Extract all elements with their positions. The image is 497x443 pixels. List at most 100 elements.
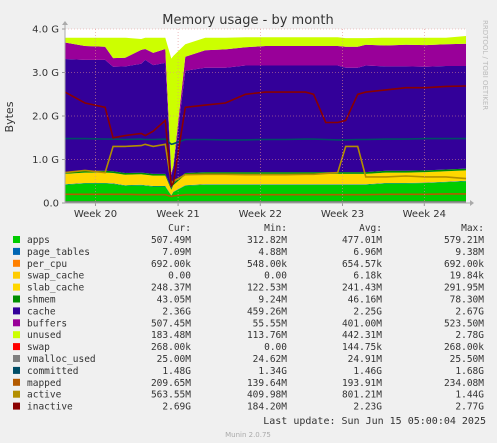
legend-label: slab_cache [27, 283, 84, 294]
legend-value: 183.48M [151, 330, 191, 341]
legend-value: 692.00k [151, 259, 191, 270]
legend-value: 55.55M [253, 318, 288, 329]
legend-value: 401.00M [342, 318, 382, 329]
legend-label: per_cpu [27, 259, 67, 270]
legend-value: 7.09M [162, 247, 191, 258]
legend-value: 409.98M [247, 390, 287, 401]
legend-value: 291.95M [444, 283, 484, 294]
legend-swatch [13, 319, 20, 327]
chart-title: Memory usage - by month [162, 13, 333, 28]
legend-swatch [13, 271, 20, 279]
area-apps [65, 181, 466, 203]
legend-value: 184.20M [247, 402, 287, 413]
legend-value: 1.44G [455, 390, 484, 401]
legend-value: 0.00 [168, 271, 191, 282]
legend-value: 46.16M [348, 295, 383, 306]
legend-value: 43.05M [157, 295, 192, 306]
legend-label: inactive [27, 402, 73, 413]
legend-value: 563.55M [151, 390, 191, 401]
legend-value: 548.00k [247, 259, 287, 270]
stacked-areas [65, 36, 466, 203]
legend-swatch [13, 355, 20, 362]
legend-value: 9.24M [258, 295, 287, 306]
legend-value: 477.01M [342, 235, 382, 246]
legend-label: vmalloc_used [27, 354, 96, 365]
y-axis-label: Bytes [3, 101, 16, 132]
legend-value: 209.65M [151, 378, 191, 389]
x-tick-label: Week 23 [321, 209, 364, 220]
series-lines [64, 85, 467, 203]
legend-swatch [13, 343, 20, 351]
legend-value: 654.57k [342, 259, 382, 270]
legend-value: 144.75k [342, 342, 382, 353]
legend-swatch [13, 366, 20, 374]
legend-swatch [13, 331, 20, 339]
legend-value: 523.50M [444, 318, 484, 329]
legend-value: 25.50M [450, 354, 485, 365]
legend-label: mapped [27, 378, 61, 389]
area-shmem [65, 168, 466, 190]
legend-value: 241.43M [342, 283, 382, 294]
line-mapped [65, 193, 466, 198]
legend-swatch [13, 402, 20, 410]
legend-value: 1.46G [353, 366, 382, 377]
legend-value: 6.18k [353, 271, 382, 282]
x-tick-label: Week 20 [74, 209, 117, 220]
legend-value: 19.84k [450, 271, 485, 282]
legend-value: 4.88M [258, 247, 287, 258]
legend-swatch [13, 378, 20, 386]
legend-value: 579.21M [444, 235, 484, 246]
legend-value: 2.67G [455, 306, 484, 317]
legend-header: Min: [264, 223, 287, 234]
line-inactive [64, 85, 467, 188]
munin-version: Munin 2.0.75 [225, 431, 271, 439]
legend-value: 25.00M [157, 354, 192, 365]
x-axis: Week 20 Week 21 Week 22 Week 23 Week 24 [74, 203, 446, 220]
legend-value: 1.68G [455, 366, 484, 377]
legend-value: 2.69G [162, 402, 191, 413]
legend-label: swap_cache [27, 271, 84, 282]
axes-lines [62, 21, 474, 206]
legend-value: 1.34G [258, 366, 287, 377]
line-committed [65, 137, 466, 146]
legend-label: shmem [27, 295, 56, 306]
legend-value: 139.64M [247, 378, 287, 389]
y-tick-label: 2.0 G [32, 112, 59, 123]
legend-value: 78.30M [450, 295, 485, 306]
legend-header: Avg: [359, 223, 382, 234]
legend-value: 9.38M [455, 247, 484, 258]
legend-swatch [13, 283, 20, 291]
legend-label: page_tables [27, 247, 90, 258]
legend-value: 2.77G [455, 402, 484, 413]
y-axis: 0.0 1.0 G 2.0 G 3.0 G 4.0 G [32, 25, 65, 210]
legend-value: 24.91M [348, 354, 383, 365]
y-tick-label: 3.0 G [32, 68, 59, 79]
y-tick-label: 1.0 G [32, 155, 59, 166]
legend-value: 248.37M [151, 283, 191, 294]
legend-swatch [13, 307, 20, 315]
x-tick-label: Week 24 [403, 209, 446, 220]
x-tick-label: Week 21 [156, 209, 199, 220]
legend-swatch [13, 390, 20, 398]
legend-swatch [13, 295, 20, 303]
y-tick-label: 4.0 G [32, 25, 59, 36]
legend: Cur: Min: Avg: Max: apps 507.49M 312.82M 477.01… [13, 223, 484, 413]
legend-value: 442.31M [342, 330, 382, 341]
x-tick-label: Week 22 [239, 209, 282, 220]
line-active [64, 143, 467, 186]
area-cache [65, 59, 466, 189]
legend-label: committed [27, 366, 78, 377]
legend-label: active [27, 390, 62, 401]
legend-label: cache [27, 306, 56, 317]
legend-value: 0.00 [264, 342, 287, 353]
grid-lines [65, 28, 466, 203]
legend-value: 234.08M [444, 378, 484, 389]
legend-value: 193.91M [342, 378, 382, 389]
x-axis-arrow [470, 200, 474, 206]
legend-value: 0.00 [264, 271, 287, 282]
area-page-tables [65, 180, 466, 196]
legend-value: 507.45M [151, 318, 191, 329]
legend-value: 2.23G [353, 402, 382, 413]
legend-value: 459.26M [247, 306, 287, 317]
